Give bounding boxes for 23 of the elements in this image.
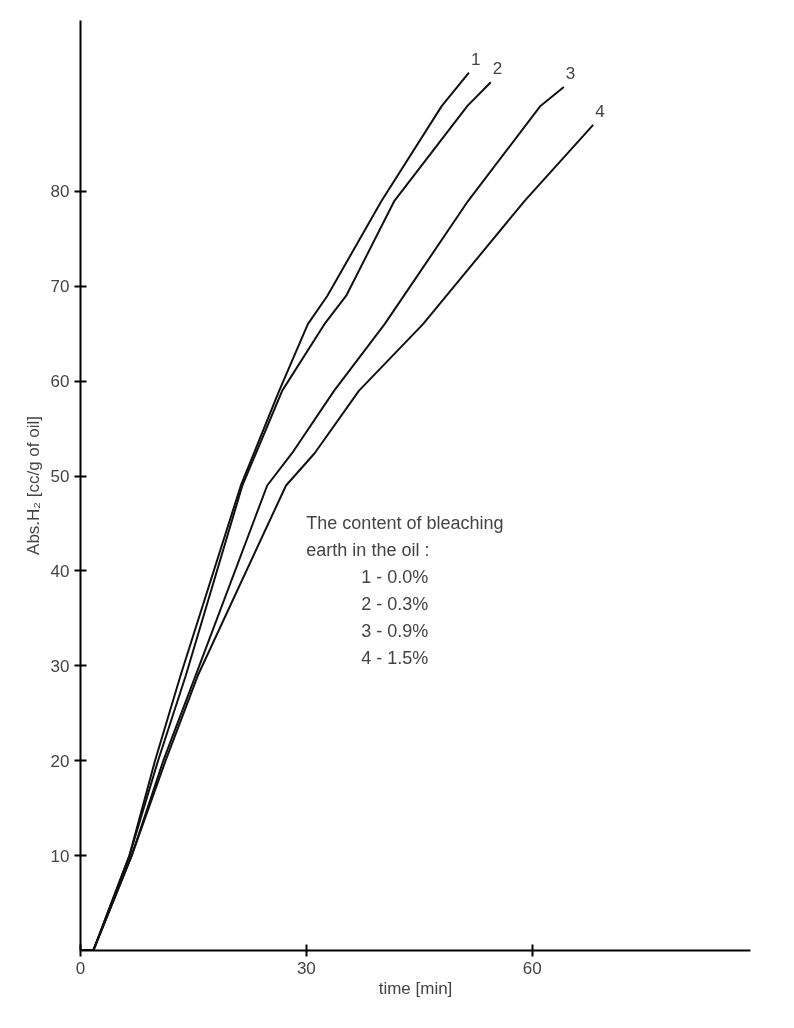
annotation: 4 - 1.5% (361, 647, 429, 668)
y-tick-label: 20 (50, 751, 70, 771)
x-tick-label: 30 (296, 958, 316, 978)
x-axis-title: time [min] (378, 978, 453, 998)
y-tick-label: 40 (50, 561, 70, 581)
y-tick-label: 60 (50, 372, 70, 392)
series-label: 4 (595, 101, 605, 121)
series-label: 3 (565, 63, 576, 83)
y-tick-label: 30 (50, 656, 70, 676)
annotation: earth in the oil : (306, 539, 430, 560)
series-label: 2 (492, 59, 503, 79)
y-tick-label: 70 (50, 277, 70, 297)
annotation: The content of bleaching (306, 512, 504, 533)
series-label: 1 (470, 49, 481, 69)
x-tick-label: 60 (522, 958, 542, 978)
y-tick-label: 80 (50, 182, 70, 202)
y-axis-title: Abs.H₂ [cc/g of oil] (23, 416, 43, 555)
x-tick-label: 0 (75, 958, 86, 978)
annotation: 3 - 0.9% (361, 620, 429, 641)
y-tick-label: 50 (50, 467, 70, 487)
annotation: 1 - 0.0% (361, 566, 429, 587)
annotation: 2 - 0.3% (361, 593, 429, 614)
y-tick-label: 10 (50, 846, 70, 866)
